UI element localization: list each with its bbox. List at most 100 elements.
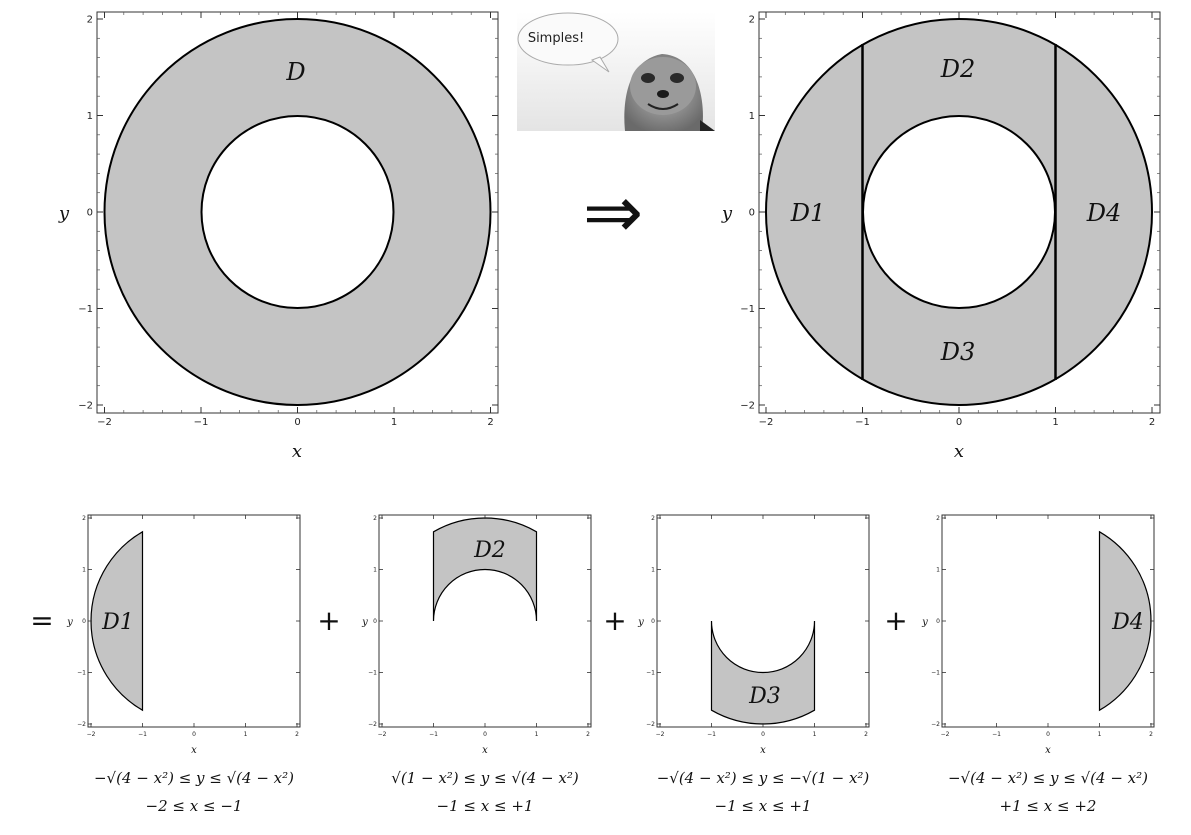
y-tick-label: −1 xyxy=(646,670,655,677)
region-d3-shape xyxy=(710,620,816,725)
y-tick-label: −2 xyxy=(740,401,755,412)
x-tick-label: 2 xyxy=(295,731,299,738)
top-left-x-axis-label: x xyxy=(292,441,302,462)
y-tick-label: −1 xyxy=(931,670,940,677)
y-tick-label: −2 xyxy=(368,721,377,728)
x-tick-label: −1 xyxy=(138,731,147,738)
y-tick-label: −1 xyxy=(740,304,755,315)
top-left-plot: −2 −2 −1 −1 0 0 1 1 2 2 D x y xyxy=(58,11,499,462)
x-tick-label: 2 xyxy=(487,417,493,428)
region-label-d2: D2 xyxy=(940,55,976,83)
y-tick-label: 2 xyxy=(373,515,377,522)
top-right-x-axis-label: x xyxy=(954,441,964,462)
y-tick-label: 0 xyxy=(87,208,93,219)
y-tick-label: 1 xyxy=(749,111,755,122)
region-label-d1: D1 xyxy=(790,199,826,227)
top-right-y-axis-label: y xyxy=(721,203,733,224)
y-tick-label: −1 xyxy=(78,304,93,315)
top-left-ticks: −2 −2 −1 −1 0 0 1 1 2 2 xyxy=(78,12,498,428)
region-label-d1: D1 xyxy=(101,610,134,635)
svg-text:D1: D1 xyxy=(790,199,826,227)
x-tick-label: −2 xyxy=(759,417,774,428)
bottom-x-axis-label: x xyxy=(1045,745,1051,756)
region-label-d4: D4 xyxy=(1111,610,1144,635)
bottom-y-axis-label: y xyxy=(921,617,928,628)
x-tick-label: 0 xyxy=(294,417,300,428)
y-tick-label: 1 xyxy=(373,567,377,574)
x-condition: +1 ≤ x ≤ +2 xyxy=(1000,797,1097,815)
svg-text:D2: D2 xyxy=(940,55,976,83)
x-tick-label: −1 xyxy=(194,417,209,428)
y-condition: −√(4 − x²) ≤ y ≤ √(4 − x²) xyxy=(948,769,1148,787)
y-tick-label: 0 xyxy=(373,618,377,625)
bottom-panel-1: −2−2 −1 −1 0 0 1 1 2 2 x y = D1 −√(4 − x²) ≤ y ≤ √(4 … xyxy=(30,514,301,815)
region-d4-shape xyxy=(1098,530,1152,712)
region-d1-shape xyxy=(90,530,144,712)
y-tick-label: 1 xyxy=(651,567,655,574)
svg-text:D3: D3 xyxy=(940,338,976,366)
x-tick-label: −1 xyxy=(429,731,438,738)
x-tick-label: 0 xyxy=(1046,731,1050,738)
bottom-x-axis-label: x xyxy=(191,745,197,756)
x-tick-label: −2 xyxy=(656,731,665,738)
y-condition: −√(4 − x²) ≤ y ≤ −√(1 − x²) xyxy=(657,769,870,787)
x-tick-label: 2 xyxy=(1149,417,1155,428)
bottom-x-axis-label: x xyxy=(760,745,766,756)
x-tick-label: 0 xyxy=(483,731,487,738)
region-label-d4: D4 xyxy=(1086,199,1122,227)
y-tick-label: −2 xyxy=(78,401,93,412)
x-tick-label: 1 xyxy=(1098,731,1102,738)
x-tick-label: 2 xyxy=(1149,731,1153,738)
region-label-d2: D2 xyxy=(473,538,506,563)
y-tick-label: 2 xyxy=(749,15,755,26)
bottom-x-axis-label: x xyxy=(482,745,488,756)
x-tick-label: 0 xyxy=(192,731,196,738)
x-condition: −1 ≤ x ≤ +1 xyxy=(715,797,812,815)
operator-symbol: + xyxy=(603,604,626,637)
x-tick-label: 2 xyxy=(586,731,590,738)
top-left-y-axis-label: y xyxy=(58,203,70,224)
y-tick-label: 0 xyxy=(749,208,755,219)
x-tick-label: 1 xyxy=(244,731,248,738)
y-tick-label: 2 xyxy=(82,515,86,522)
x-tick-label: 1 xyxy=(391,417,397,428)
x-tick-label: −1 xyxy=(707,731,716,738)
top-right-ticks: −2 −2 −1 −1 0 0 1 1 2 2 xyxy=(740,12,1160,428)
y-tick-label: 0 xyxy=(651,618,655,625)
x-tick-label: −1 xyxy=(992,731,1001,738)
region-d2-shape xyxy=(432,517,538,622)
y-tick-label: −2 xyxy=(931,721,940,728)
y-tick-label: 2 xyxy=(651,515,655,522)
x-condition: −2 ≤ x ≤ −1 xyxy=(146,797,243,815)
y-tick-label: 1 xyxy=(82,567,86,574)
bottom-panel-3: −2−2 −1 −1 0 0 1 1 2 2 x y + D3 −√(4 − x²) ≤ y ≤ −√(1… xyxy=(603,514,870,815)
region-label-d: D xyxy=(285,58,305,86)
y-tick-label: 1 xyxy=(87,111,93,122)
x-tick-label: −2 xyxy=(97,417,112,428)
x-condition: −1 ≤ x ≤ +1 xyxy=(437,797,534,815)
speech-bubble: Simples! xyxy=(517,12,619,73)
x-tick-label: −2 xyxy=(378,731,387,738)
y-condition: √(1 − x²) ≤ y ≤ √(4 − x²) xyxy=(391,769,579,787)
x-tick-label: 1 xyxy=(1052,417,1058,428)
y-tick-label: 0 xyxy=(82,618,86,625)
x-tick-label: 0 xyxy=(761,731,765,738)
y-condition: −√(4 − x²) ≤ y ≤ √(4 − x²) xyxy=(94,769,294,787)
bottom-panel-2: −2−2 −1 −1 0 0 1 1 2 2 x y + D2 √(1 − x²) ≤ y ≤ √(4 −… xyxy=(317,514,592,815)
x-tick-label: 1 xyxy=(813,731,817,738)
annulus-region-d xyxy=(103,17,492,407)
y-tick-label: −2 xyxy=(77,721,86,728)
implies-arrow-icon: ⇒ xyxy=(583,170,643,254)
operator-symbol: + xyxy=(884,604,907,637)
meerkat-image: Simples! xyxy=(517,12,715,131)
bottom-y-axis-label: y xyxy=(637,617,644,628)
y-tick-label: 1 xyxy=(936,567,940,574)
top-right-plot: −2 −2 −1 −1 0 0 1 1 2 2 D1 D2 D3 D4 x y xyxy=(721,11,1161,462)
region-label-d3: D3 xyxy=(940,338,976,366)
meerkat-face-icon xyxy=(624,54,715,131)
x-tick-label: 1 xyxy=(535,731,539,738)
x-tick-label: 0 xyxy=(956,417,962,428)
x-tick-label: −2 xyxy=(941,731,950,738)
bottom-y-axis-label: y xyxy=(361,617,368,628)
